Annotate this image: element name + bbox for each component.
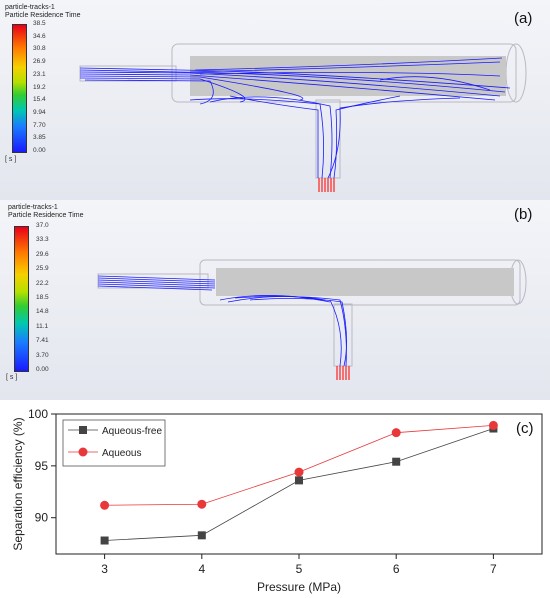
data-point-aqueous-free <box>295 476 303 485</box>
x-tick-label: 7 <box>490 562 497 576</box>
colorbar-tick: 22.2 <box>36 279 49 287</box>
panel-c: 90 95 100 3 4 5 6 7 Pressure (MPa) Separation … <box>0 400 550 598</box>
x-tick-label: 5 <box>296 562 303 576</box>
tracks-red-b <box>336 366 350 380</box>
colorbar-tick: 23.1 <box>33 70 46 78</box>
colorbar-tick: 37.0 <box>36 222 49 229</box>
colorbar-tick: 14.8 <box>36 308 49 316</box>
colorbar-tick: 33.3 <box>36 236 49 244</box>
colorbar-tick: 18.5 <box>36 294 49 301</box>
y-tick-label: 90 <box>35 511 49 525</box>
data-point-aqueous <box>100 500 110 510</box>
data-point-aqueous <box>197 499 207 509</box>
colorbar-tick: 19.2 <box>33 83 46 91</box>
colorbar-tick: 26.9 <box>33 58 46 66</box>
x-tick-label: 4 <box>198 562 205 576</box>
colorbar-tick: 34.6 <box>33 32 46 40</box>
data-point-aqueous <box>294 467 304 477</box>
y-tick-label: 100 <box>28 407 48 421</box>
legend-line1-a: particle-tracks-1 <box>5 4 55 11</box>
x-tick-label: 3 <box>101 562 108 576</box>
panel-b: particle-tracks-1 Particle Residence Tim… <box>0 200 550 400</box>
particle-tracks-a <box>79 43 527 192</box>
data-point-aqueous-free <box>197 531 206 540</box>
colorbar-unit-a: [ s ] <box>5 156 17 163</box>
legend-line1-b: particle-tracks-1 <box>8 204 58 211</box>
tracks-blue-b <box>97 275 347 367</box>
data-point-aqueous <box>391 428 401 438</box>
legend-title-b: particle-tracks-1 Particle Residence Tim… <box>8 204 83 220</box>
y-axis-label: Separation efficiency (%) <box>11 417 25 550</box>
panel-label-b: (b) <box>514 206 533 223</box>
panel-label-a: (a) <box>514 10 533 27</box>
inner-tube-a <box>190 56 506 96</box>
legend-line2-a: Particle Residence Time <box>5 12 81 19</box>
data-point-aqueous-free <box>100 536 109 545</box>
tracks-red-a <box>318 178 335 192</box>
colorbar-tick: 3.70 <box>36 351 49 359</box>
tracks-blue-a <box>79 57 511 179</box>
panel-label-c: (c) <box>516 420 534 437</box>
colorbar-tick: 15.4 <box>33 96 46 104</box>
panel-a: particle-tracks-1 Particle Residence Tim… <box>0 0 550 200</box>
colorbar-tick: 0.00 <box>36 366 49 373</box>
x-tick-label: 6 <box>393 562 400 576</box>
colorbar-tick: 7.70 <box>33 121 46 129</box>
x-axis-label: Pressure (MPa) <box>257 580 341 594</box>
legend-label-aqueous-free: Aqueous-free <box>102 426 162 437</box>
particle-tracks-b <box>97 259 527 380</box>
colorbar-tick: 7.41 <box>36 337 49 345</box>
colorbar-tick: 3.85 <box>33 134 46 142</box>
legend-line2-b: Particle Residence Time <box>8 212 84 219</box>
legend-marker-aqueous-free <box>79 426 87 434</box>
colorbar-tick: 25.9 <box>36 265 49 273</box>
data-point-aqueous <box>488 420 498 430</box>
colorbar-tick: 30.8 <box>33 45 46 53</box>
legend-title-a: particle-tracks-1 Particle Residence Tim… <box>5 4 80 20</box>
efficiency-chart: 90 95 100 3 4 5 6 7 Pressure (MPa) Separation … <box>11 407 543 594</box>
colorbar-a <box>12 24 27 153</box>
legend-marker-aqueous <box>78 447 88 457</box>
colorbar-tick: 9.94 <box>33 108 46 116</box>
chart-legend: Aqueous-free Aqueous <box>62 419 166 467</box>
colorbar-tick: 0.00 <box>33 147 46 154</box>
inner-tube-b <box>216 268 514 296</box>
colorbar-tick: 38.5 <box>33 20 46 27</box>
colorbar-tick: 29.6 <box>36 250 49 258</box>
y-tick-label: 95 <box>35 459 49 473</box>
data-point-aqueous-free <box>392 457 401 466</box>
colorbar-tick: 11.1 <box>36 322 49 330</box>
colorbar-b <box>14 226 29 372</box>
legend-label-aqueous: Aqueous <box>102 448 141 459</box>
colorbar-unit-b: [ s ] <box>6 374 18 381</box>
